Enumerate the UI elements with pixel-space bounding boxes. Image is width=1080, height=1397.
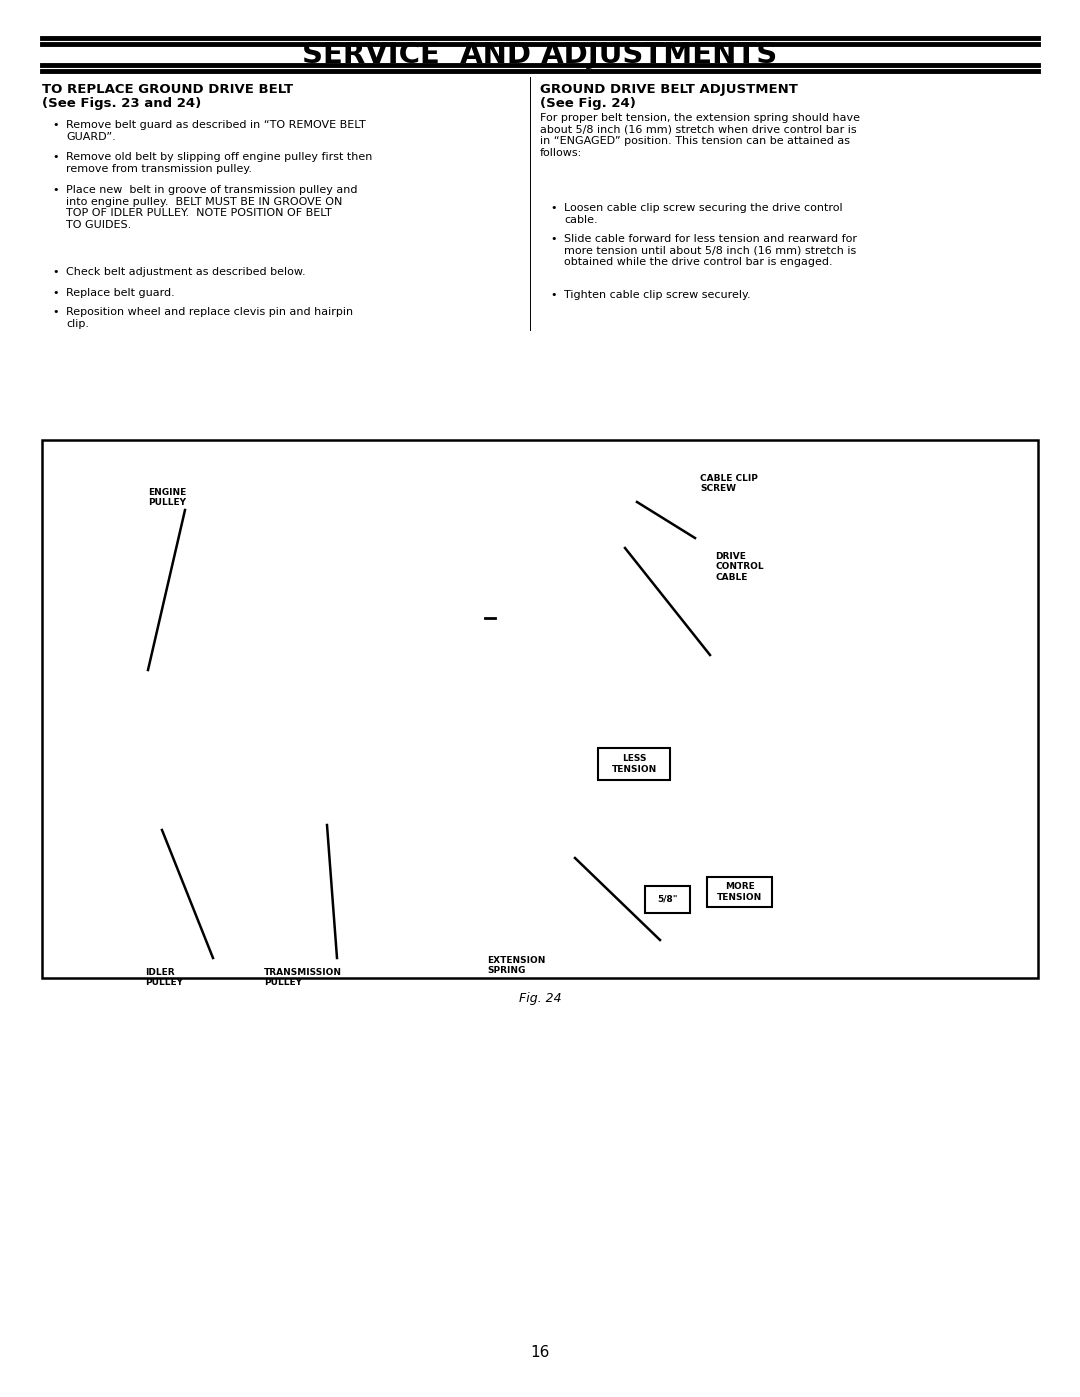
Text: •: • [53,267,59,277]
Text: Fig. 24: Fig. 24 [518,992,562,1004]
Text: •: • [53,184,59,196]
Text: Place new  belt in groove of transmission pulley and
into engine pulley.  BELT M: Place new belt in groove of transmission… [66,184,357,229]
Text: TRANSMISSION
PULLEY: TRANSMISSION PULLEY [264,968,342,988]
Text: CABLE CLIP
SCREW: CABLE CLIP SCREW [700,474,758,493]
Bar [707,877,772,907]
Text: EXTENSION
SPRING: EXTENSION SPRING [487,956,545,975]
Text: 5/8": 5/8" [658,895,678,904]
Text: DRIVE
CONTROL
CABLE: DRIVE CONTROL CABLE [715,552,764,581]
Text: •: • [53,152,59,162]
Text: Replace belt guard.: Replace belt guard. [66,288,175,298]
Text: MORE
TENSION: MORE TENSION [717,883,762,901]
Text: •: • [53,307,59,317]
Text: TO REPLACE GROUND DRIVE BELT: TO REPLACE GROUND DRIVE BELT [42,82,293,96]
Bar [645,886,690,914]
Text: Loosen cable clip screw securing the drive control
cable.: Loosen cable clip screw securing the dri… [564,203,842,225]
Text: SERVICE  AND ADJUSTMENTS: SERVICE AND ADJUSTMENTS [302,41,778,68]
Text: (See Fig. 24): (See Fig. 24) [540,96,636,110]
Text: Remove belt guard as described in “TO REMOVE BELT
GUARD”.: Remove belt guard as described in “TO RE… [66,120,366,141]
Text: Remove old belt by slipping off engine pulley first then
remove from transmissio: Remove old belt by slipping off engine p… [66,152,373,173]
Text: 16: 16 [530,1345,550,1361]
Text: Tighten cable clip screw securely.: Tighten cable clip screw securely. [564,291,751,300]
Text: •: • [53,120,59,130]
Text: (See Figs. 23 and 24): (See Figs. 23 and 24) [42,96,201,110]
Bar [598,747,670,780]
Text: LESS
TENSION: LESS TENSION [611,754,657,774]
Text: •: • [551,291,557,300]
Text: For proper belt tension, the extension spring should have
about 5/8 inch (16 mm): For proper belt tension, the extension s… [540,113,860,158]
Text: •: • [551,235,557,244]
Text: GROUND DRIVE BELT ADJUSTMENT: GROUND DRIVE BELT ADJUSTMENT [540,82,798,96]
Text: ENGINE
PULLEY: ENGINE PULLEY [148,488,186,507]
Text: •: • [53,288,59,298]
Text: Reposition wheel and replace clevis pin and hairpin
clip.: Reposition wheel and replace clevis pin … [66,307,353,328]
Text: Check belt adjustment as described below.: Check belt adjustment as described below… [66,267,306,277]
Text: IDLER
PULLEY: IDLER PULLEY [145,968,183,988]
Text: •: • [551,203,557,212]
Text: Slide cable forward for less tension and rearward for
more tension until about 5: Slide cable forward for less tension and… [564,235,858,267]
Bar [42,440,1038,978]
